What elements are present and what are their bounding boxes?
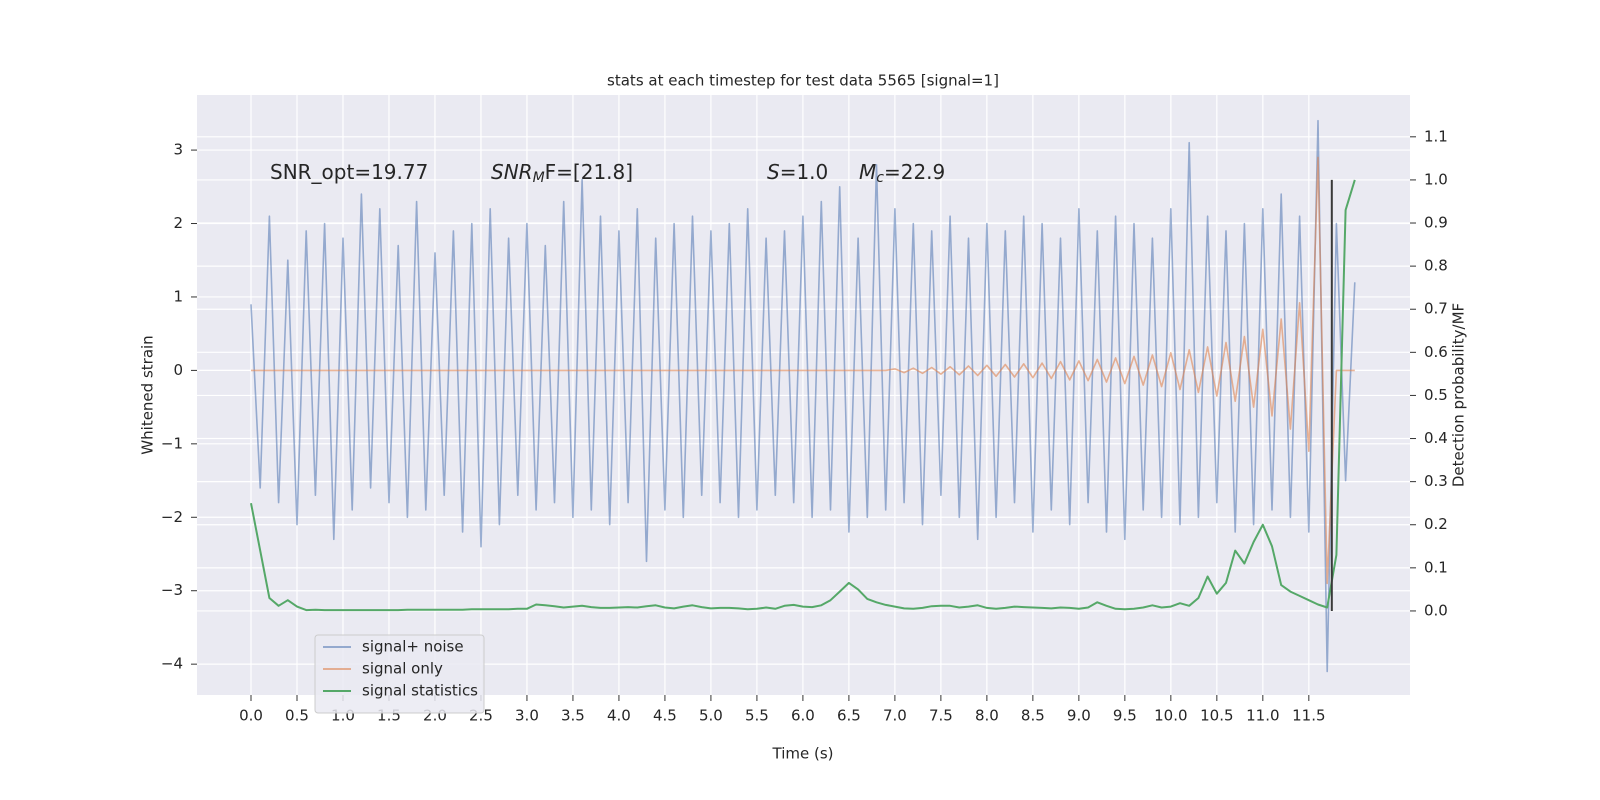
annotation-part: =1.0	[780, 160, 829, 184]
annotation-part: c	[876, 170, 884, 186]
y2-tick-label: 0.1	[1424, 558, 1448, 576]
x-tick-label: 9.0	[1067, 707, 1091, 725]
x-tick-label: 6.0	[791, 707, 815, 725]
y-tick-label: 0	[173, 361, 183, 379]
y-tick-label: 1	[173, 287, 183, 305]
x-tick-label: 4.0	[607, 707, 631, 725]
y2-tick-label: 0.0	[1424, 601, 1448, 619]
x-tick-label: 4.5	[653, 707, 677, 725]
x-tick-label: 3.0	[515, 707, 539, 725]
x-axis-label: Time (s)	[772, 745, 834, 763]
annotation: SNR_opt=19.77	[270, 160, 428, 184]
y-tick-label: 3	[173, 141, 183, 159]
y-tick-label: −3	[161, 581, 183, 599]
x-tick-label: 6.5	[837, 707, 861, 725]
y2-tick-label: 0.7	[1424, 300, 1448, 318]
annotation-part: M	[533, 170, 545, 186]
annotation: Mc=22.9	[859, 160, 945, 187]
x-tick-label: 3.5	[561, 707, 585, 725]
chart-title: stats at each timestep for test data 556…	[607, 72, 999, 90]
series-line	[250, 119, 1356, 673]
y-tick-label: 2	[173, 214, 183, 232]
annotation-part: F=[21.8]	[545, 160, 633, 184]
annotation-part: SNR_opt=19.77	[270, 160, 428, 184]
x-tick-label: 9.5	[1113, 707, 1137, 725]
y2-tick-label: 1.1	[1424, 127, 1448, 145]
x-tick-label: 5.0	[699, 707, 723, 725]
x-tick-label: 5.5	[745, 707, 769, 725]
x-tick-label: 8.0	[975, 707, 999, 725]
x-tick-label: 11.0	[1246, 707, 1279, 725]
y2-tick-label: 1.0	[1424, 170, 1448, 188]
y-tick-label: −2	[161, 508, 183, 526]
annotation-part: =22.9	[884, 160, 945, 184]
annotation: S=1.0	[767, 160, 828, 184]
series-line	[251, 156, 1355, 585]
y2-tick-label: 0.5	[1424, 386, 1448, 404]
y-tick-label: −4	[161, 655, 183, 673]
y2-tick-label: 0.4	[1424, 429, 1448, 447]
y-tick-label: −1	[161, 434, 183, 452]
x-tick-label: 8.5	[1021, 707, 1045, 725]
annotation-part: S	[767, 160, 780, 184]
x-tick-label: 0.5	[285, 707, 309, 725]
legend-box	[314, 634, 485, 714]
annotation-part: M	[859, 160, 876, 184]
series-line	[250, 179, 1356, 612]
x-tick-label: 0.0	[239, 707, 263, 725]
x-tick-label: 7.5	[929, 707, 953, 725]
x-tick-label: 7.0	[883, 707, 907, 725]
marks	[250, 119, 1356, 673]
y2-tick-label: 0.8	[1424, 257, 1448, 275]
y2-axis-label: Detection probability/MF	[1450, 303, 1468, 487]
x-tick-label: 11.5	[1292, 707, 1325, 725]
legend-label: signal only	[362, 660, 443, 678]
y-axis-label: Whitened strain	[139, 335, 157, 454]
y2-tick-label: 0.3	[1424, 472, 1448, 490]
x-tick-label: 10.0	[1154, 707, 1187, 725]
y2-tick-label: 0.2	[1424, 515, 1448, 533]
annotation-part: SNR	[491, 160, 533, 184]
legend-label: signal statistics	[362, 682, 478, 700]
y2-tick-label: 0.6	[1424, 343, 1448, 361]
axes: 0.0 0.5 1.0 1.5 2.0 2.5 3.0 3.5 4.0 4.5 5.0 5.5 6.0 6…	[161, 127, 1448, 724]
y2-tick-label: 0.9	[1424, 214, 1448, 232]
legend-label: signal+ noise	[362, 638, 464, 656]
x-tick-label: 10.5	[1200, 707, 1233, 725]
annotation: SNRMF=[21.8]	[491, 160, 633, 187]
